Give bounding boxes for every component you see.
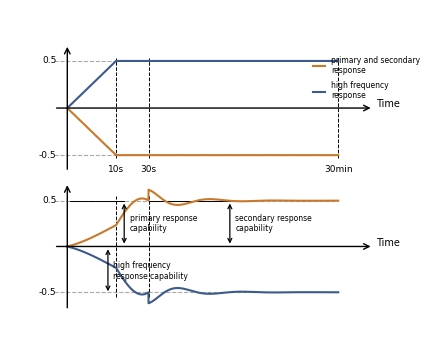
Y-axis label: Frequency change [Hz]: Frequency change [Hz] xyxy=(0,56,7,160)
Text: -0.5: -0.5 xyxy=(39,151,56,160)
Text: Time: Time xyxy=(376,238,400,248)
Text: 30min: 30min xyxy=(324,165,353,173)
Text: 0.5: 0.5 xyxy=(42,196,56,205)
Text: -0.5: -0.5 xyxy=(39,288,56,297)
Text: 30s: 30s xyxy=(141,165,157,173)
Text: Time: Time xyxy=(376,99,400,109)
Text: secondary response
capability: secondary response capability xyxy=(235,214,312,233)
Legend: primary and secondary
response, high frequency
response: primary and secondary response, high fre… xyxy=(310,53,423,104)
Text: 0.5: 0.5 xyxy=(42,57,56,65)
Y-axis label: Active power change of
generating unit [MW]: Active power change of generating unit [… xyxy=(0,193,7,300)
Text: primary response
capability: primary response capability xyxy=(129,214,197,233)
Text: high frequency
response capability: high frequency response capability xyxy=(114,261,188,281)
Text: 10s: 10s xyxy=(108,165,124,173)
